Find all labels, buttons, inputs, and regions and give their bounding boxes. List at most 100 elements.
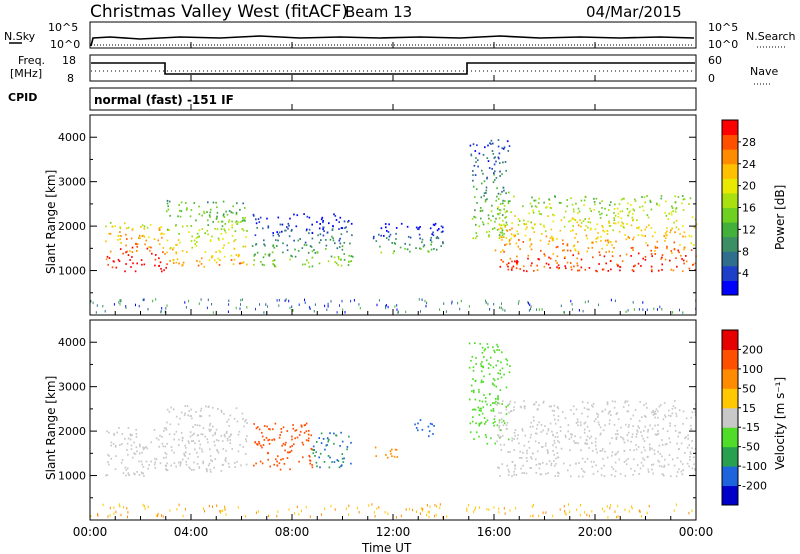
velocity-cell [187, 440, 190, 443]
velocity-cell [229, 442, 232, 445]
power-cell [231, 220, 233, 223]
power-cell [223, 228, 225, 231]
velocity-cell [679, 431, 681, 434]
velocity-cell [546, 432, 548, 435]
power-cell [487, 160, 490, 162]
velocity-cell [617, 433, 619, 436]
velocity-cell [663, 402, 666, 404]
velocity-cell [427, 425, 430, 428]
velocity-cell [537, 408, 539, 411]
freq-trace [91, 62, 695, 75]
velocity-cell [427, 510, 429, 514]
velocity-cell [631, 436, 633, 438]
velocity-cell [508, 402, 511, 405]
velocity-cell [586, 401, 589, 404]
velocity-cell [284, 449, 286, 452]
velocity-cell [529, 436, 532, 439]
velocity-cell [200, 407, 203, 410]
power-cell [251, 245, 254, 247]
velocity-cell [200, 433, 203, 436]
velocity-cell [395, 448, 398, 451]
power-cell [481, 182, 483, 185]
power-cell [203, 266, 205, 268]
power-cell [190, 209, 193, 211]
velocity-cell [633, 470, 636, 472]
power-cell [608, 222, 610, 224]
time-tick-label: 20:00 [578, 525, 613, 539]
velocity-cell [113, 432, 115, 435]
velocity-cell [305, 422, 308, 425]
velocity-cell [293, 443, 295, 446]
power-cell [320, 239, 322, 241]
power-cell [549, 237, 552, 239]
velocity-cell [615, 436, 618, 439]
velocity-cell [681, 473, 684, 476]
power-cell [656, 240, 659, 243]
power-cell [336, 311, 338, 314]
velocity-cell [389, 450, 392, 453]
velocity-cell [203, 507, 204, 510]
velocity-cell [540, 431, 542, 433]
power-cell [408, 243, 411, 246]
power-cell [388, 223, 390, 226]
velocity-cell [124, 437, 126, 440]
velocity-cell [507, 438, 510, 441]
velocity-cell [428, 430, 431, 433]
power-cell [277, 233, 279, 236]
power-cell [576, 257, 579, 260]
velocity-cell [671, 407, 674, 410]
velocity-cell [184, 405, 187, 407]
velocity-cell [298, 513, 300, 516]
power-cell [155, 298, 157, 301]
velocity-cell [135, 446, 138, 449]
velocity-cell [601, 410, 603, 413]
velocity-cell [256, 443, 258, 445]
power-cell [523, 265, 525, 268]
power-cell [273, 246, 276, 249]
power-cell [536, 308, 537, 311]
power-cell [537, 202, 540, 204]
velocity-cell [490, 409, 492, 412]
power-cell [326, 308, 328, 311]
velocity-cell [486, 419, 489, 422]
velocity-cell [567, 469, 569, 472]
velocity-cell [494, 420, 496, 423]
power-cell [238, 254, 240, 256]
velocity-cell [592, 405, 594, 408]
velocity-cell [676, 457, 679, 459]
velocity-cell [329, 432, 331, 435]
power-cell [518, 220, 521, 222]
power-cell [532, 209, 534, 212]
velocity-cell [552, 444, 554, 447]
velocity-cell [333, 442, 335, 445]
velocity-cell [225, 430, 228, 433]
power-cell [228, 228, 230, 231]
power-cell [498, 217, 501, 220]
power-cell [210, 208, 212, 211]
power-cell [342, 308, 344, 311]
power-cell [143, 235, 146, 238]
power-cell [642, 234, 644, 237]
velocity-cell [630, 467, 632, 470]
velocity-cell [175, 465, 177, 468]
velocity-cell [557, 471, 559, 474]
velocity-cell [301, 441, 304, 444]
velocity-cell [121, 459, 124, 461]
velocity-cell [133, 452, 135, 455]
power-cell [526, 226, 528, 229]
power-cell [514, 234, 517, 237]
velocity-cell [520, 406, 523, 409]
velocity-cell [229, 439, 231, 441]
velocity-cell [636, 464, 639, 466]
velocity-cell [640, 461, 643, 464]
velocity-cell [580, 449, 582, 452]
velocity-cell [545, 511, 547, 514]
power-cell [164, 310, 166, 313]
velocity-cell [584, 461, 586, 463]
velocity-cell [533, 403, 536, 406]
velocity-cell [162, 515, 164, 518]
velocity-cell [500, 376, 503, 379]
power-cell [523, 219, 525, 222]
power-cell [231, 226, 233, 229]
velocity-cell [680, 460, 682, 463]
